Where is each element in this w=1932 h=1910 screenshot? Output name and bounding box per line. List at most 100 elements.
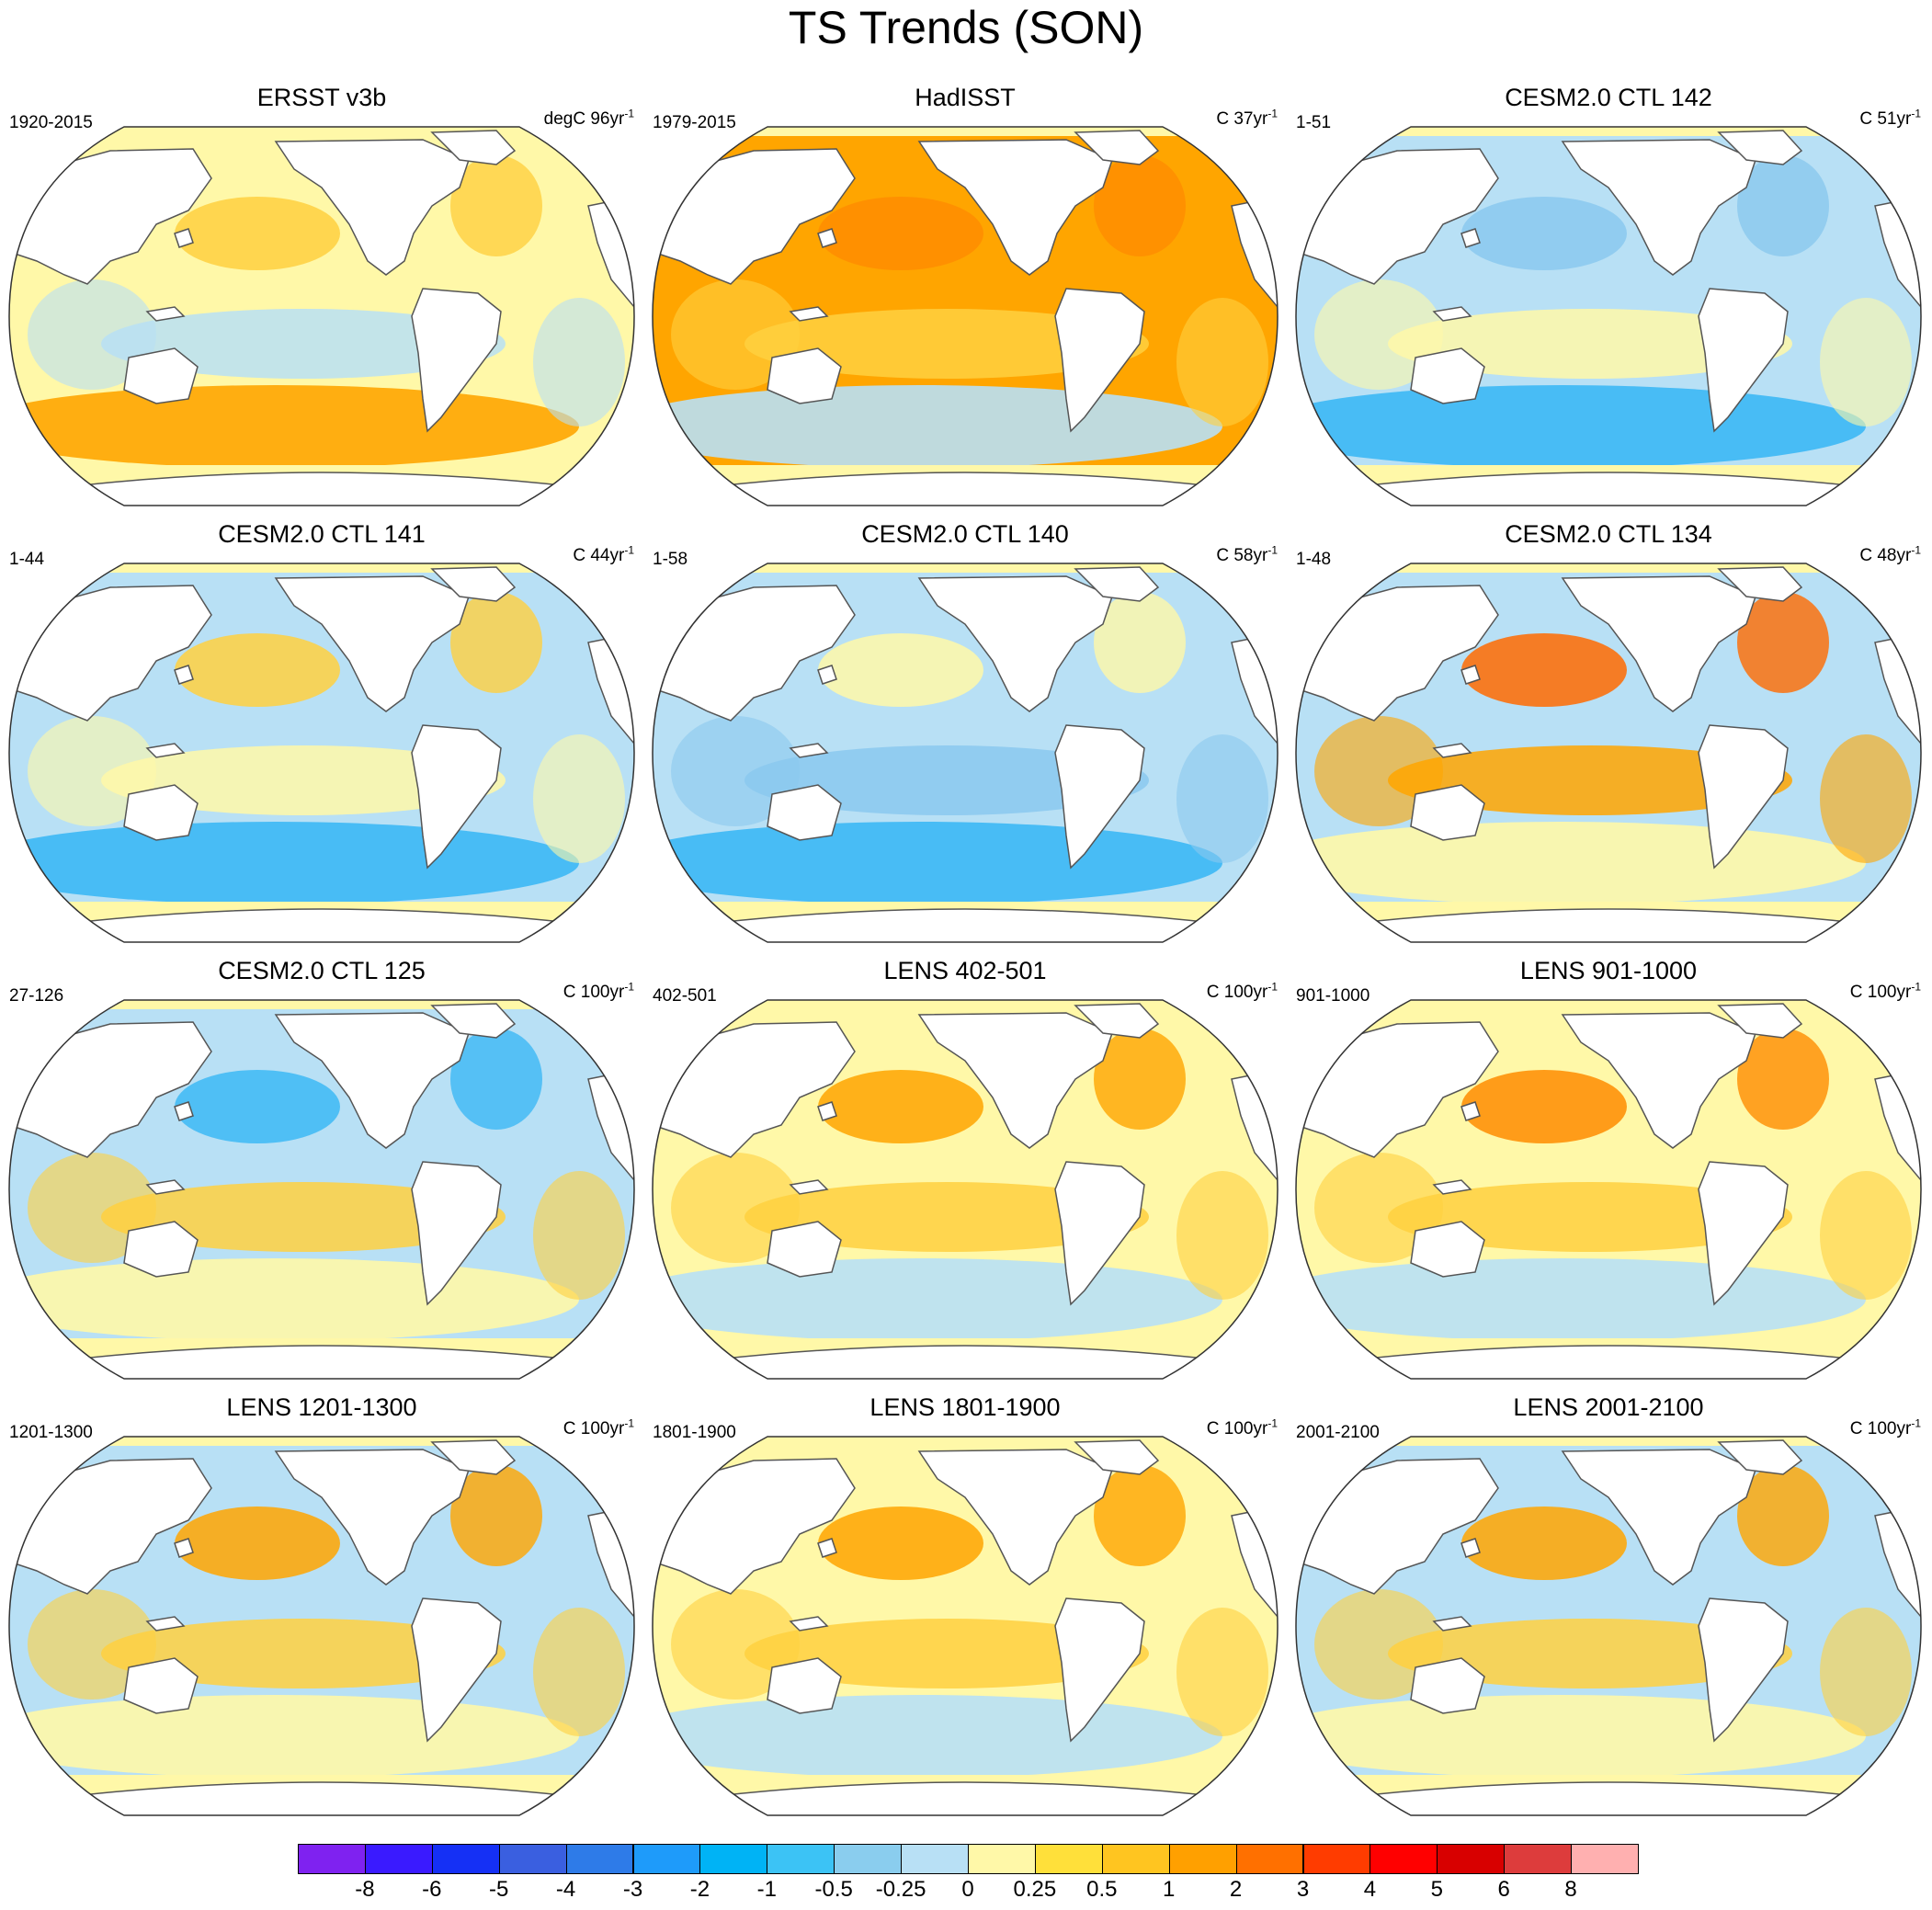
panel-period: 1-58 [653,550,688,569]
colorbar-swatch [1504,1844,1573,1874]
robinson-map [8,126,635,506]
colorbar-tick-label: 1 [1163,1877,1176,1902]
panel-period: 901-1000 [1296,986,1370,1006]
colorbar-swatch [1168,1844,1237,1874]
panel-title: CESM2.0 CTL 141 [218,520,426,548]
colorbar-tick-label: -5 [489,1877,509,1902]
colorbar-tick-label: -0.25 [875,1877,926,1902]
map-panel: LENS 2001-2100 2001-2100 C 100yr-1 [1287,1393,1930,1817]
colorbar-swatch [1571,1844,1639,1874]
panel-period: 1920-2015 [9,113,93,132]
colorbar-tick-label: -1 [756,1877,777,1902]
colorbar-tick-label: 0 [961,1877,974,1902]
panel-unit: degC 96yr-1 [543,107,634,129]
figure-title: TS Trends (SON) [788,2,1144,53]
map-panel: LENS 402-501 402-501 C 100yr-1 [643,957,1287,1381]
panel-unit: C 100yr-1 [1206,980,1278,1002]
colorbar-swatch [767,1844,835,1874]
colorbar-swatch [834,1844,903,1874]
colorbar-swatch [364,1844,433,1874]
colorbar-tick-label: -6 [422,1877,442,1902]
panel-title: LENS 901-1000 [1519,957,1698,984]
robinson-map [1295,563,1922,943]
panel-unit: C 100yr-1 [1206,1416,1278,1438]
colorbar-swatch [498,1844,567,1874]
colorbar-tick-label: -4 [555,1877,576,1902]
panel-unit: C 100yr-1 [563,1416,634,1438]
colorbar-swatch [1235,1844,1304,1874]
robinson-map [652,1436,1279,1816]
panel-period: 27-126 [9,986,64,1006]
colorbar-swatch [1369,1844,1438,1874]
panel-unit: C 48yr-1 [1859,543,1921,565]
panel-title: HadISST [915,84,1016,111]
map-panel: CESM2.0 CTL 140 1-58 C 58yr-1 [643,520,1287,944]
robinson-map [652,126,1279,506]
panel-unit: C 37yr-1 [1216,107,1278,129]
colorbar-tick-label: 2 [1229,1877,1243,1902]
colorbar-swatch [632,1844,701,1874]
colorbar-swatch [1101,1844,1170,1874]
panel-unit: C 44yr-1 [573,543,634,565]
panel-period: 1201-1300 [9,1423,93,1442]
panel-title: LENS 2001-2100 [1513,1393,1704,1421]
panel-period: 1-48 [1296,550,1332,569]
panel-title: CESM2.0 CTL 142 [1505,84,1712,111]
panel-title: LENS 1201-1300 [226,1393,417,1421]
robinson-map [8,563,635,943]
colorbar-swatch [565,1844,634,1874]
robinson-map [8,999,635,1380]
panel-unit: C 100yr-1 [1849,1416,1921,1438]
colorbar-tick-label: 4 [1363,1877,1377,1902]
colorbar-tick-label: 3 [1296,1877,1310,1902]
colorbar-tick-label: -0.5 [814,1877,853,1902]
map-panel: CESM2.0 CTL 125 27-126 C 100yr-1 [0,957,643,1381]
colorbar-swatch [1302,1844,1371,1874]
colorbar-swatch [901,1844,969,1874]
colorbar-tick-label: 0.25 [1013,1877,1057,1902]
panel-unit: C 51yr-1 [1859,107,1921,129]
panel-unit: C 100yr-1 [1849,980,1921,1002]
panel-title: LENS 1801-1900 [869,1393,1061,1421]
robinson-map [1295,1436,1922,1816]
panel-title: CESM2.0 CTL 140 [861,520,1069,548]
colorbar-tick-label: 8 [1564,1877,1577,1902]
robinson-map [1295,999,1922,1380]
panel-unit: C 100yr-1 [563,980,634,1002]
panel-period: 1801-1900 [653,1423,736,1442]
colorbar-tick-label: 6 [1497,1877,1510,1902]
robinson-map [1295,126,1922,506]
colorbar-swatch [298,1844,366,1874]
panel-title: ERSST v3b [256,84,387,111]
panel-period: 2001-2100 [1296,1423,1380,1442]
panel-title: CESM2.0 CTL 125 [218,957,426,984]
map-panel: CESM2.0 CTL 141 1-44 C 44yr-1 [0,520,643,944]
colorbar-swatch [968,1844,1036,1874]
colorbar-tick-label: -2 [689,1877,710,1902]
map-panel: ERSST v3b 1920-2015 degC 96yr-1 [0,84,643,507]
colorbar-swatch [1437,1844,1506,1874]
panel-title: CESM2.0 CTL 134 [1505,520,1712,548]
panel-period: 1979-2015 [653,113,736,132]
colorbar-tick-label: 5 [1430,1877,1443,1902]
colorbar-swatch [1034,1844,1103,1874]
colorbar-tick-label: -3 [622,1877,643,1902]
colorbar-swatch [699,1844,768,1874]
map-panel: LENS 901-1000 901-1000 C 100yr-1 [1287,957,1930,1381]
panel-unit: C 58yr-1 [1216,543,1278,565]
panel-period: 1-51 [1296,113,1332,132]
robinson-map [652,563,1279,943]
map-panel: CESM2.0 CTL 134 1-48 C 48yr-1 [1287,520,1930,944]
map-panel: CESM2.0 CTL 142 1-51 C 51yr-1 [1287,84,1930,507]
colorbar-tick-label: 0.5 [1086,1877,1118,1902]
colorbar [298,1844,1639,1875]
colorbar-swatch [431,1844,500,1874]
panel-period: 402-501 [653,986,717,1006]
map-panel: LENS 1201-1300 1201-1300 C 100yr-1 [0,1393,643,1817]
colorbar-tick-label: -8 [355,1877,375,1902]
panel-period: 1-44 [9,550,45,569]
robinson-map [8,1436,635,1816]
robinson-map [652,999,1279,1380]
map-panel: LENS 1801-1900 1801-1900 C 100yr-1 [643,1393,1287,1817]
